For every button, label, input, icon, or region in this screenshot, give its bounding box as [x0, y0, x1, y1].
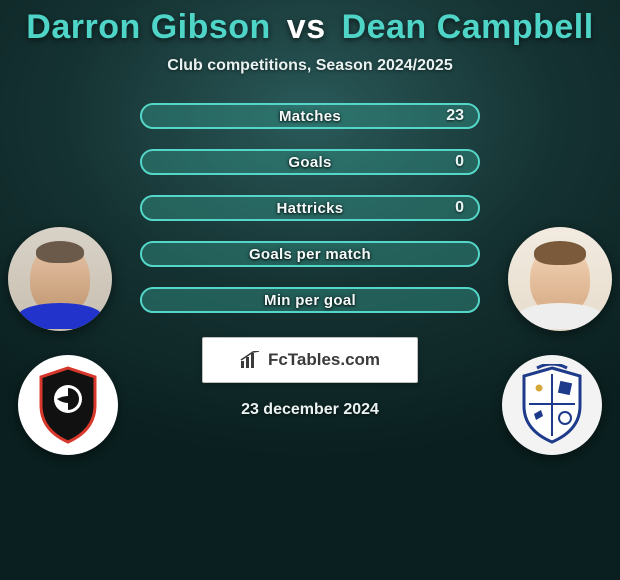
stats-area: Matches 23 Goals 0 Hattricks 0 Goals per… — [0, 103, 620, 313]
stat-row-gpm: Goals per match — [140, 241, 480, 267]
title-player2: Dean Campbell — [342, 8, 594, 46]
shield-icon — [33, 365, 103, 445]
comparison-card: Darron Gibson vs Dean Campbell Club comp… — [0, 0, 620, 580]
player-head-right — [530, 243, 590, 315]
title-vs: vs — [287, 8, 326, 46]
stat-label: Goals per match — [249, 246, 371, 263]
stat-label: Hattricks — [277, 200, 344, 217]
stat-label: Goals — [288, 154, 331, 171]
stat-label: Min per goal — [264, 292, 356, 309]
stat-row-matches: Matches 23 — [140, 103, 480, 129]
club-badge-right — [502, 355, 602, 455]
stat-row-mpg: Min per goal — [140, 287, 480, 313]
brand-box: FcTables.com — [202, 337, 418, 383]
title: Darron Gibson vs Dean Campbell — [26, 8, 593, 47]
club-badge-left — [18, 355, 118, 455]
chart-bars-icon — [240, 351, 262, 369]
player-head-left — [30, 243, 90, 315]
brand-text: FcTables.com — [268, 350, 380, 370]
shield-icon — [517, 364, 587, 446]
stat-value: 0 — [455, 153, 464, 171]
stat-row-hattricks: Hattricks 0 — [140, 195, 480, 221]
subtitle: Club competitions, Season 2024/2025 — [167, 57, 452, 75]
stat-label: Matches — [279, 108, 341, 125]
title-player1: Darron Gibson — [26, 8, 271, 46]
player-avatar-left — [8, 227, 112, 331]
stat-row-goals: Goals 0 — [140, 149, 480, 175]
date-text: 23 december 2024 — [241, 401, 379, 419]
stat-value: 23 — [446, 107, 464, 125]
stat-rows: Matches 23 Goals 0 Hattricks 0 Goals per… — [140, 103, 480, 313]
player-avatar-right — [508, 227, 612, 331]
stat-value: 0 — [455, 199, 464, 217]
